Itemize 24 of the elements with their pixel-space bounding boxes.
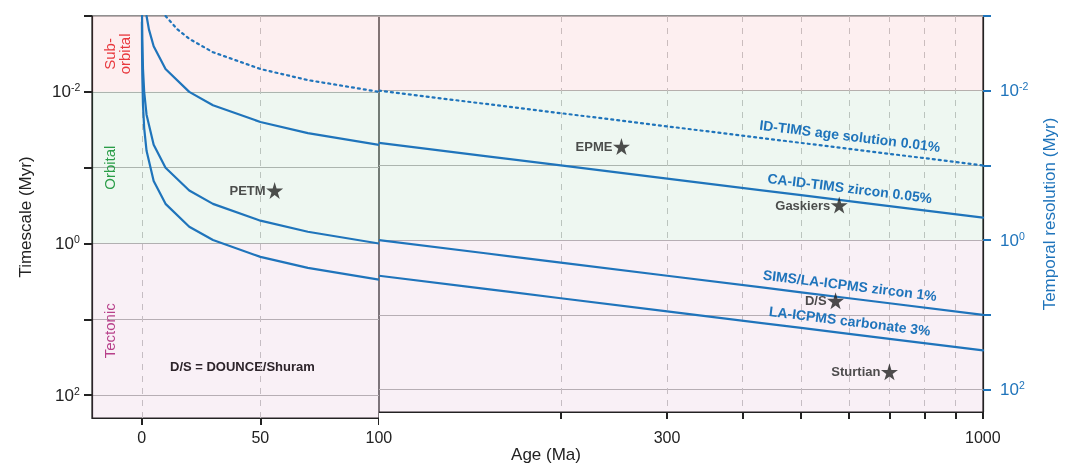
annotation: EPME [575, 139, 613, 155]
x-tick-label: 0 [137, 429, 147, 446]
y-tick-label: 10$^{2}$ [1000, 379, 1025, 399]
y-tick-label: 10$^{-2}$ [52, 81, 81, 102]
annotation: PETM [229, 183, 266, 198]
y-tick-label: 10$^{-2}$ [1000, 80, 1029, 101]
x-tick-label: 100 [365, 429, 393, 446]
x-axis-title: Age (Ma) [511, 445, 581, 464]
annotation: D/S = DOUNCE/Shuram [170, 359, 315, 374]
x-tick-label: 1000 [965, 429, 1001, 446]
band-label: Orbital [101, 145, 118, 190]
text: ID-TIMS age solution 0.01% [758, 116, 942, 155]
y-tick-label: 10$^{2}$ [55, 384, 80, 405]
band-label: Sub- orbital [101, 33, 133, 75]
x-tick-label: 50 [251, 429, 270, 446]
y-axis-title: Temporal resolution (Myr) [1040, 117, 1059, 311]
annotation: Gaskiers [775, 197, 831, 213]
y-tick-label: 10$^{0}$ [55, 233, 80, 253]
y-tick-label: 10$^{0}$ [1000, 229, 1025, 250]
annotation: D/S [804, 293, 827, 309]
y-axis-title: Timescale (Myr) [16, 156, 35, 278]
band-label: Tectonic [101, 302, 118, 359]
annotation: Sturtian [831, 364, 881, 380]
x-tick-label: 300 [653, 429, 681, 446]
